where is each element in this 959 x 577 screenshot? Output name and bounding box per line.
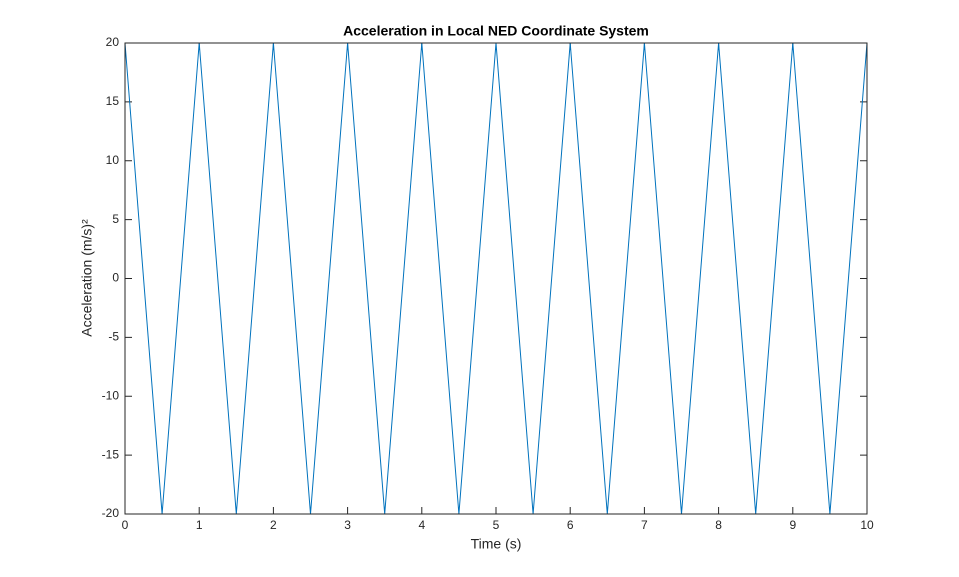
x-tick-label: 4 (418, 518, 425, 532)
x-tick-label: 10 (860, 518, 874, 532)
x-tick-label: 0 (122, 518, 129, 532)
x-tick-label: 8 (715, 518, 722, 532)
x-tick-label: 3 (344, 518, 351, 532)
y-axis-label: Acceleration (m/s)² (79, 219, 95, 337)
y-tick-label: 0 (112, 271, 119, 285)
y-tick-label: 10 (106, 153, 120, 167)
x-tick-label: 5 (493, 518, 500, 532)
x-axis-label: Time (s) (471, 536, 522, 552)
x-tick-label: 9 (789, 518, 796, 532)
y-tick-label: -5 (108, 330, 119, 344)
y-tick-label: 15 (106, 94, 120, 108)
y-tick-label: 20 (106, 35, 120, 49)
y-tick-label: 5 (112, 212, 119, 226)
y-tick-label: -15 (102, 447, 120, 461)
x-tick-label: 6 (567, 518, 574, 532)
chart-title: Acceleration in Local NED Coordinate Sys… (343, 23, 649, 39)
x-tick-label: 2 (270, 518, 277, 532)
x-tick-label: 1 (196, 518, 203, 532)
y-tick-label: -10 (102, 388, 120, 402)
x-tick-label: 7 (641, 518, 648, 532)
y-tick-label: -20 (102, 506, 120, 520)
plot-frame (124, 42, 868, 515)
